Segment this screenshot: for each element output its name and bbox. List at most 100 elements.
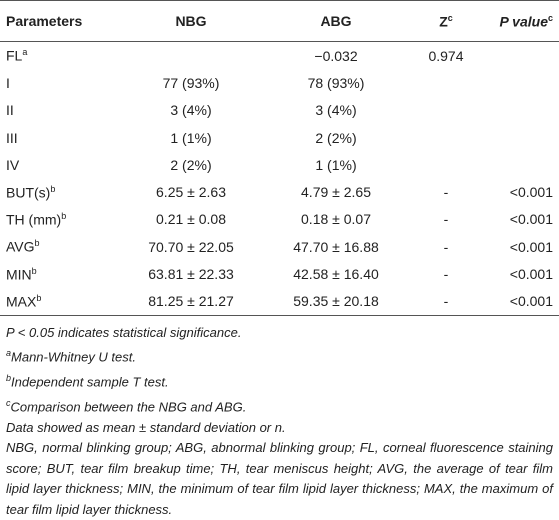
p-cell: <0.001 [486,288,559,316]
nbg-cell: 81.25 ± 21.27 [116,288,266,316]
p-cell [486,124,559,151]
z-cell: - [406,288,486,316]
p-cell: <0.001 [486,233,559,260]
footnote-text: Independent sample T test. [11,374,169,390]
parameter-cell: I [0,69,116,96]
nbg-value: 70.70 ± 22.05 [148,238,234,255]
footnote-text: Mann-Whitney U test. [11,349,137,365]
footnote-text: Data showed as mean ± standard deviation… [6,419,286,435]
nbg-cell: 70.70 ± 22.05 [116,233,266,260]
header-text: Z [439,13,448,30]
nbg-value: 77 (93%) [162,74,220,91]
abg-cell: 1 (1%) [266,151,406,178]
p-cell [486,42,559,70]
parameter-cell: MAXb [0,288,116,316]
footnote: bIndependent sample T test. [6,368,553,393]
table-row: BUT(s)b 6.25 ± 2.63 4.79 ± 2.65 - <0.001 [0,178,559,205]
header-cell: Zc [406,0,486,42]
nbg-cell: 1 (1%) [116,124,266,151]
header-cell: ABG [266,0,406,42]
nbg-value: 6.25 ± 2.63 [156,184,226,201]
footnote-sup: c [6,398,11,409]
abg-cell: 47.70 ± 16.88 [266,233,406,260]
footnotes: P < 0.05 indicates statistical significa… [0,323,559,520]
p-value: <0.001 [509,238,553,255]
nbg-cell: 3 (4%) [116,97,266,124]
header-text: P value [499,13,548,30]
parameter-sup: b [50,183,56,194]
nbg-value: 2 (2%) [170,156,212,173]
data-table: Parameters NBG ABG Zc P valuec FLa −0.032 0.97… [0,0,559,316]
abg-value: 47.70 ± 16.88 [293,238,379,255]
header-text: ABG [320,13,352,29]
table-row: MINb 63.81 ± 22.33 42.58 ± 16.40 - <0.001 [0,260,559,287]
table-row: I 77 (93%) 78 (93%) [0,69,559,96]
footnote-list: P < 0.05 indicates statistical significa… [6,323,553,438]
nbg-value: 0.21 ± 0.08 [156,211,226,228]
header-row: Parameters NBG ABG Zc P valuec [0,0,559,42]
nbg-value: 63.81 ± 22.33 [148,266,234,283]
abg-cell: 2 (2%) [266,124,406,151]
abg-cell: −0.032 [266,42,406,70]
abg-value: 3 (4%) [315,102,357,119]
z-value: 0.974 [428,47,464,64]
parameter: III [6,129,18,146]
z-cell [406,97,486,124]
parameter-cell: MINb [0,260,116,287]
p-cell: <0.001 [486,260,559,287]
z-value: - [443,238,449,255]
abg-cell: 0.18 ± 0.07 [266,206,406,233]
z-cell: - [406,260,486,287]
abg-cell: 59.35 ± 20.18 [266,288,406,316]
parameter-cell: IV [0,151,116,178]
nbg-cell: 77 (93%) [116,69,266,96]
abg-value: 42.58 ± 16.40 [293,266,379,283]
abg-value: 0.18 ± 0.07 [301,211,371,228]
nbg-value: 81.25 ± 21.27 [148,293,234,310]
parameter: IV [6,156,20,173]
abg-value: 59.35 ± 20.18 [293,293,379,310]
abg-value: 2 (2%) [315,129,357,146]
p-value: <0.001 [509,184,553,201]
parameter: BUT(s) [6,184,51,201]
header-sup: c [547,12,553,23]
parameter-cell: AVGb [0,233,116,260]
table-row: III 1 (1%) 2 (2%) [0,124,559,151]
nbg-cell: 6.25 ± 2.63 [116,178,266,205]
table-row: MAXb 81.25 ± 21.27 59.35 ± 20.18 - <0.001 [0,288,559,316]
footnote-sup: a [6,348,12,359]
p-value: <0.001 [509,293,553,310]
z-cell: - [406,233,486,260]
table-row: TH (mm)b 0.21 ± 0.08 0.18 ± 0.07 - <0.001 [0,206,559,233]
nbg-value: 3 (4%) [170,102,212,119]
z-cell [406,124,486,151]
table-row: AVGb 70.70 ± 22.05 47.70 ± 16.88 - <0.001 [0,233,559,260]
nbg-cell: 2 (2%) [116,151,266,178]
parameter: MIN [6,266,32,283]
z-cell: - [406,206,486,233]
z-value: - [443,184,449,201]
header-cell: P valuec [486,0,559,42]
abg-value: 1 (1%) [315,156,357,173]
nbg-cell: 63.81 ± 22.33 [116,260,266,287]
abg-cell: 4.79 ± 2.65 [266,178,406,205]
p-value: <0.001 [509,266,553,283]
p-cell: <0.001 [486,178,559,205]
footnote: P < 0.05 indicates statistical significa… [6,323,553,344]
abbreviations: NBG, normal blinking group; ABG, abnorma… [6,440,553,517]
abg-cell: 42.58 ± 16.40 [266,260,406,287]
z-value: - [443,211,449,228]
parameter-cell: III [0,124,116,151]
table-row: FLa −0.032 0.974 [0,42,559,70]
p-cell [486,151,559,178]
parameter: I [6,74,10,91]
parameter-sup: b [61,211,67,222]
footnote-text: P < 0.05 indicates statistical significa… [6,324,242,340]
table-row: II 3 (4%) 3 (4%) [0,97,559,124]
nbg-cell: 0.21 ± 0.08 [116,206,266,233]
p-value: <0.001 [509,211,553,228]
footnote: aMann-Whitney U test. [6,343,553,368]
parameter-sup: b [36,292,42,303]
parameter-cell: TH (mm)b [0,206,116,233]
parameter: FL [6,47,23,64]
